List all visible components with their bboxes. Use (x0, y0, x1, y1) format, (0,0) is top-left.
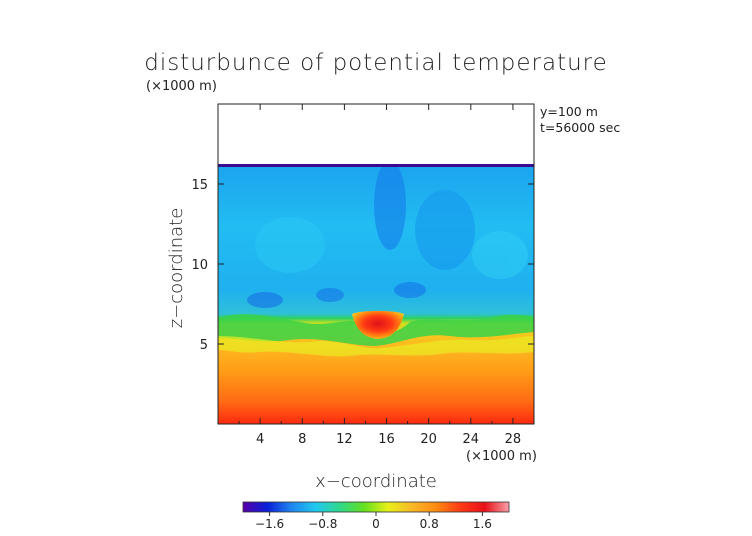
x-tick-label: 8 (298, 432, 306, 447)
annotation-y: y=100 m (540, 104, 598, 119)
heatmap-field (218, 104, 534, 424)
interface-yellow (218, 336, 534, 357)
colorbar-tick-label: −0.8 (308, 517, 337, 531)
colorbar-tick-label: 1.6 (473, 517, 492, 531)
colorbar: −1.6 −0.8 0 0.8 1.6 (242, 501, 510, 531)
y-axis-unit-label: (×1000 m) (146, 79, 217, 94)
warm-bubble (352, 311, 404, 339)
colorbar-tick-label: 0 (372, 517, 380, 531)
x-tick-label: 20 (420, 432, 437, 447)
x-tick-label: 16 (378, 432, 395, 447)
x-tick-label: 12 (336, 432, 353, 447)
interface-band (218, 314, 534, 346)
colorbar-ticks: −1.6 −0.8 0 0.8 1.6 (255, 512, 492, 531)
x-axis-label: x−coordinate (315, 471, 437, 492)
chart-title: disturbunce of potential temperature (144, 50, 608, 76)
x-tick-label: 28 (505, 432, 522, 447)
y-axis-ticks: 5 10 15 (191, 178, 534, 353)
colorbar-tick-label: 0.8 (420, 517, 439, 531)
colorbar-tick-label: −1.6 (255, 517, 284, 531)
y-axis-label: z−coordinate (166, 208, 187, 329)
annotation-time: t=56000 sec (540, 120, 620, 135)
eddy-structures (247, 160, 528, 308)
x-tick-label: 4 (256, 432, 264, 447)
x-axis-ticks: 4 8 12 16 20 24 28 (238, 104, 522, 447)
blank-region (218, 104, 534, 164)
x-tick-label: 24 (463, 432, 480, 447)
y-tick-label: 15 (191, 178, 208, 193)
x-axis-unit-label: (×1000 m) (466, 449, 537, 464)
y-tick-label: 5 (200, 338, 208, 353)
colorbar-fill (242, 501, 510, 513)
top-edge (218, 164, 534, 167)
y-tick-label: 10 (191, 258, 208, 273)
